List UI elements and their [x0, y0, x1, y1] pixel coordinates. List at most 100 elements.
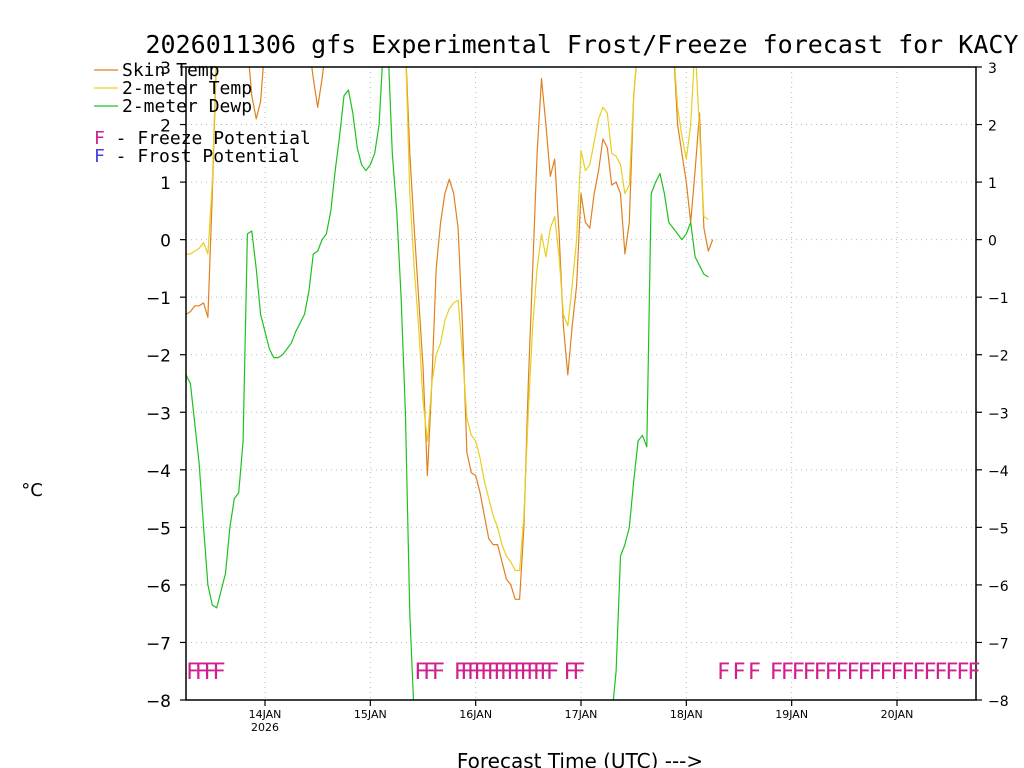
- freeze-mark: F: [967, 660, 980, 685]
- y-tick-label-right: −5: [988, 521, 1009, 537]
- x-tick-label: 15JAN: [354, 708, 387, 721]
- y-tick-label-left: −7: [146, 634, 171, 654]
- y-tick-label-right: −6: [988, 579, 1009, 595]
- freeze-potential-label: - Freeze Potential: [105, 128, 311, 149]
- series-line-2-meter-dewp: [186, 67, 709, 700]
- legend-2m-temp: 2-meter Temp: [122, 78, 252, 99]
- y-tick-label-right: 3: [988, 61, 997, 77]
- legend: Skin Temp 2-meter Temp 2-meter Dewp F - …: [94, 60, 311, 167]
- series-lines: [186, 67, 714, 700]
- series-line-skin-temp: [186, 67, 714, 600]
- legend-frost-potential: F - Frost Potential: [94, 146, 300, 167]
- freeze-mark: F: [480, 660, 493, 685]
- x-tick-sublabel: 2026: [251, 721, 279, 734]
- freeze-mark: F: [945, 660, 958, 685]
- y-tick-label-right: −7: [988, 636, 1009, 652]
- freeze-mark: F: [493, 660, 506, 685]
- y-axis-right: 3 2 1 0 −1 −2 −3 −4 −5 −6 −7 −8: [976, 61, 1009, 710]
- x-tick-label: 18JAN: [670, 708, 703, 721]
- y-tick-label-right: 1: [988, 176, 997, 192]
- y-tick-label-right: −3: [988, 406, 1009, 422]
- x-tick-label: 17JAN: [565, 708, 598, 721]
- freeze-f-glyph: F: [94, 128, 105, 149]
- freeze-mark: F: [460, 660, 473, 685]
- freeze-mark: F: [732, 660, 745, 685]
- freeze-mark: F: [836, 660, 849, 685]
- freeze-mark: F: [432, 660, 445, 685]
- freeze-mark: F: [204, 660, 217, 685]
- y-tick-label-right: −4: [988, 464, 1009, 480]
- freeze-mark: F: [825, 660, 838, 685]
- freeze-mark: F: [487, 660, 500, 685]
- legend-2m-dewp: 2-meter Dewp: [122, 96, 252, 117]
- y-tick-label-left: 1: [160, 174, 171, 194]
- legend-freeze-potential: F - Freeze Potential: [94, 128, 311, 149]
- freeze-mark: F: [546, 660, 559, 685]
- freeze-mark: F: [803, 660, 816, 685]
- freeze-mark: F: [526, 660, 539, 685]
- freeze-mark: F: [934, 660, 947, 685]
- y-tick-label-right: −8: [988, 694, 1009, 710]
- y-tick-label-left: 0: [160, 232, 171, 252]
- freeze-mark: F: [912, 660, 925, 685]
- freeze-mark: F: [506, 660, 519, 685]
- freeze-mark: F: [792, 660, 805, 685]
- y-tick-label-left: −4: [146, 462, 171, 482]
- chart-title: 2026011306 gfs Experimental Frost/Freeze…: [146, 30, 1019, 59]
- freeze-mark: F: [879, 660, 892, 685]
- frost-potential-label: - Frost Potential: [105, 146, 300, 167]
- y-tick-label-left: −1: [146, 289, 171, 309]
- y-axis-label: °C: [21, 480, 43, 501]
- freeze-mark: F: [901, 660, 914, 685]
- freeze-mark: F: [212, 660, 225, 685]
- freeze-mark: F: [467, 660, 480, 685]
- freeze-mark: F: [563, 660, 576, 685]
- freeze-mark: F: [748, 660, 761, 685]
- freeze-mark: F: [868, 660, 881, 685]
- x-tick-label: 16JAN: [459, 708, 492, 721]
- x-tick-label: 19JAN: [775, 708, 808, 721]
- legend-skin-temp: Skin Temp: [122, 60, 220, 81]
- x-tick-label: 14JAN: [249, 708, 282, 721]
- freeze-mark: F: [539, 660, 552, 685]
- freeze-mark: F: [890, 660, 903, 685]
- freeze-mark: F: [454, 660, 467, 685]
- freeze-mark: F: [923, 660, 936, 685]
- y-tick-label-right: −2: [988, 349, 1009, 365]
- freeze-mark: F: [847, 660, 860, 685]
- y-tick-label-right: 0: [988, 234, 997, 250]
- freeze-mark: F: [814, 660, 827, 685]
- series-line-2-meter-temp: [186, 67, 709, 572]
- frost-f-glyph: F: [94, 146, 105, 167]
- freeze-mark: F: [513, 660, 526, 685]
- freeze-mark: F: [186, 660, 199, 685]
- y-tick-label-left: −3: [146, 404, 171, 424]
- freeze-mark: F: [195, 660, 208, 685]
- y-tick-label-left: −5: [146, 519, 171, 539]
- freeze-mark: F: [414, 660, 427, 685]
- freeze-mark: F: [533, 660, 546, 685]
- y-tick-label-right: −1: [988, 291, 1009, 307]
- x-tick-label: 20JAN: [881, 708, 914, 721]
- freeze-mark: F: [956, 660, 969, 685]
- freeze-mark: F: [520, 660, 533, 685]
- y-tick-label-left: −2: [146, 347, 171, 367]
- x-axis-label: Forecast Time (UTC) --->: [457, 749, 703, 768]
- freeze-mark: F: [572, 660, 585, 685]
- freeze-mark: F: [770, 660, 783, 685]
- y-tick-label-left: −8: [146, 692, 171, 712]
- y-tick-label-left: 3: [160, 59, 171, 79]
- y-tick-label-left: 2: [160, 117, 171, 137]
- y-tick-label-left: −6: [146, 577, 171, 597]
- freeze-mark: F: [473, 660, 486, 685]
- grid-lines: [186, 66, 976, 701]
- plot-frame: [185, 66, 977, 701]
- freeze-mark: F: [781, 660, 794, 685]
- freeze-mark: F: [858, 660, 871, 685]
- freeze-mark: F: [500, 660, 513, 685]
- freeze-mark: F: [717, 660, 730, 685]
- freeze-mark: F: [423, 660, 436, 685]
